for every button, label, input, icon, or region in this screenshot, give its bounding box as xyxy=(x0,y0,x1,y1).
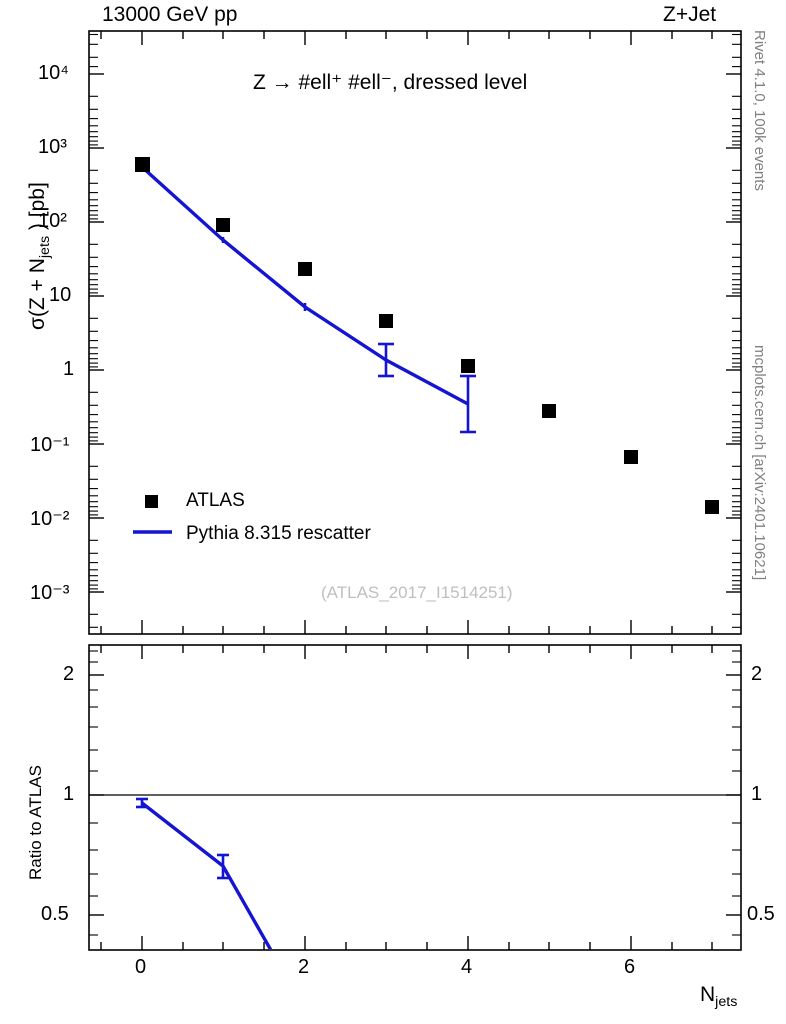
mc-curve-main xyxy=(140,165,469,406)
ytick-label-10: 10 xyxy=(49,284,72,306)
main-yaxis-ticks xyxy=(89,73,741,593)
data-marker xyxy=(542,404,556,418)
data-markers-main xyxy=(135,157,719,514)
mc-curve-ratio xyxy=(142,803,305,1010)
ratio-xaxis-ticks xyxy=(100,645,713,950)
ratio-ytick-label-0p5: 0.5 xyxy=(41,903,69,925)
main-yaxis-minor-ticks xyxy=(89,33,741,628)
mc-errorbars-main xyxy=(140,165,476,434)
xaxis-label: Njets xyxy=(700,983,737,1010)
ratio-ytick-label-right-1: 1 xyxy=(751,783,763,805)
ratio-ytick-label-1: 1 xyxy=(63,783,75,805)
xaxis-label-sub: jets xyxy=(715,993,738,1010)
main-plot-title: Z → #ell⁺ #ell⁻, dressed level xyxy=(253,71,528,94)
data-marker xyxy=(461,359,475,373)
ratio-yaxis-minor-ticks xyxy=(89,650,741,936)
ytick-label-1e3: 10³ xyxy=(38,136,67,158)
data-marker xyxy=(216,218,230,232)
ytick-label-1e-1: 10⁻¹ xyxy=(30,434,70,456)
process-label: Z+Jet xyxy=(663,3,717,26)
xtick-label-6: 6 xyxy=(624,956,636,978)
xaxis-label-main: N xyxy=(700,983,716,1006)
ratio-ytick-label-right-2: 2 xyxy=(751,663,763,685)
ratio-yaxis-ticks xyxy=(89,674,741,916)
legend-marker-atlas xyxy=(145,495,158,508)
analysis-watermark: (ATLAS_2017_I1514251) xyxy=(321,583,513,602)
legend-label-atlas: ATLAS xyxy=(186,490,245,511)
xtick-label-0: 0 xyxy=(135,956,147,978)
data-marker xyxy=(379,314,393,328)
mc-errorbars-ratio xyxy=(136,797,229,880)
data-marker xyxy=(135,157,150,172)
ratio-ytick-label-right-0p5: 0.5 xyxy=(747,903,775,925)
ytick-label-1: 1 xyxy=(63,358,75,380)
xtick-label-4: 4 xyxy=(461,956,473,978)
ytick-label-1e4: 10⁴ xyxy=(38,62,69,84)
data-marker xyxy=(705,500,719,514)
data-marker xyxy=(624,450,638,464)
ytick-label-1e2: 10² xyxy=(38,210,67,232)
main-xaxis-ticks xyxy=(100,31,713,634)
ratio-panel-frame xyxy=(88,644,742,951)
legend-label-pythia: Pythia 8.315 rescatter xyxy=(186,523,371,544)
ytick-label-1e-2: 10⁻² xyxy=(30,508,70,530)
ratio-ytick-label-2: 2 xyxy=(63,663,75,685)
ytick-label-1e-3: 10⁻³ xyxy=(30,582,70,604)
xtick-label-2: 2 xyxy=(298,956,310,978)
beam-energy-label: 13000 GeV pp xyxy=(102,3,238,26)
main-panel-frame xyxy=(88,30,742,635)
data-marker xyxy=(298,262,312,276)
